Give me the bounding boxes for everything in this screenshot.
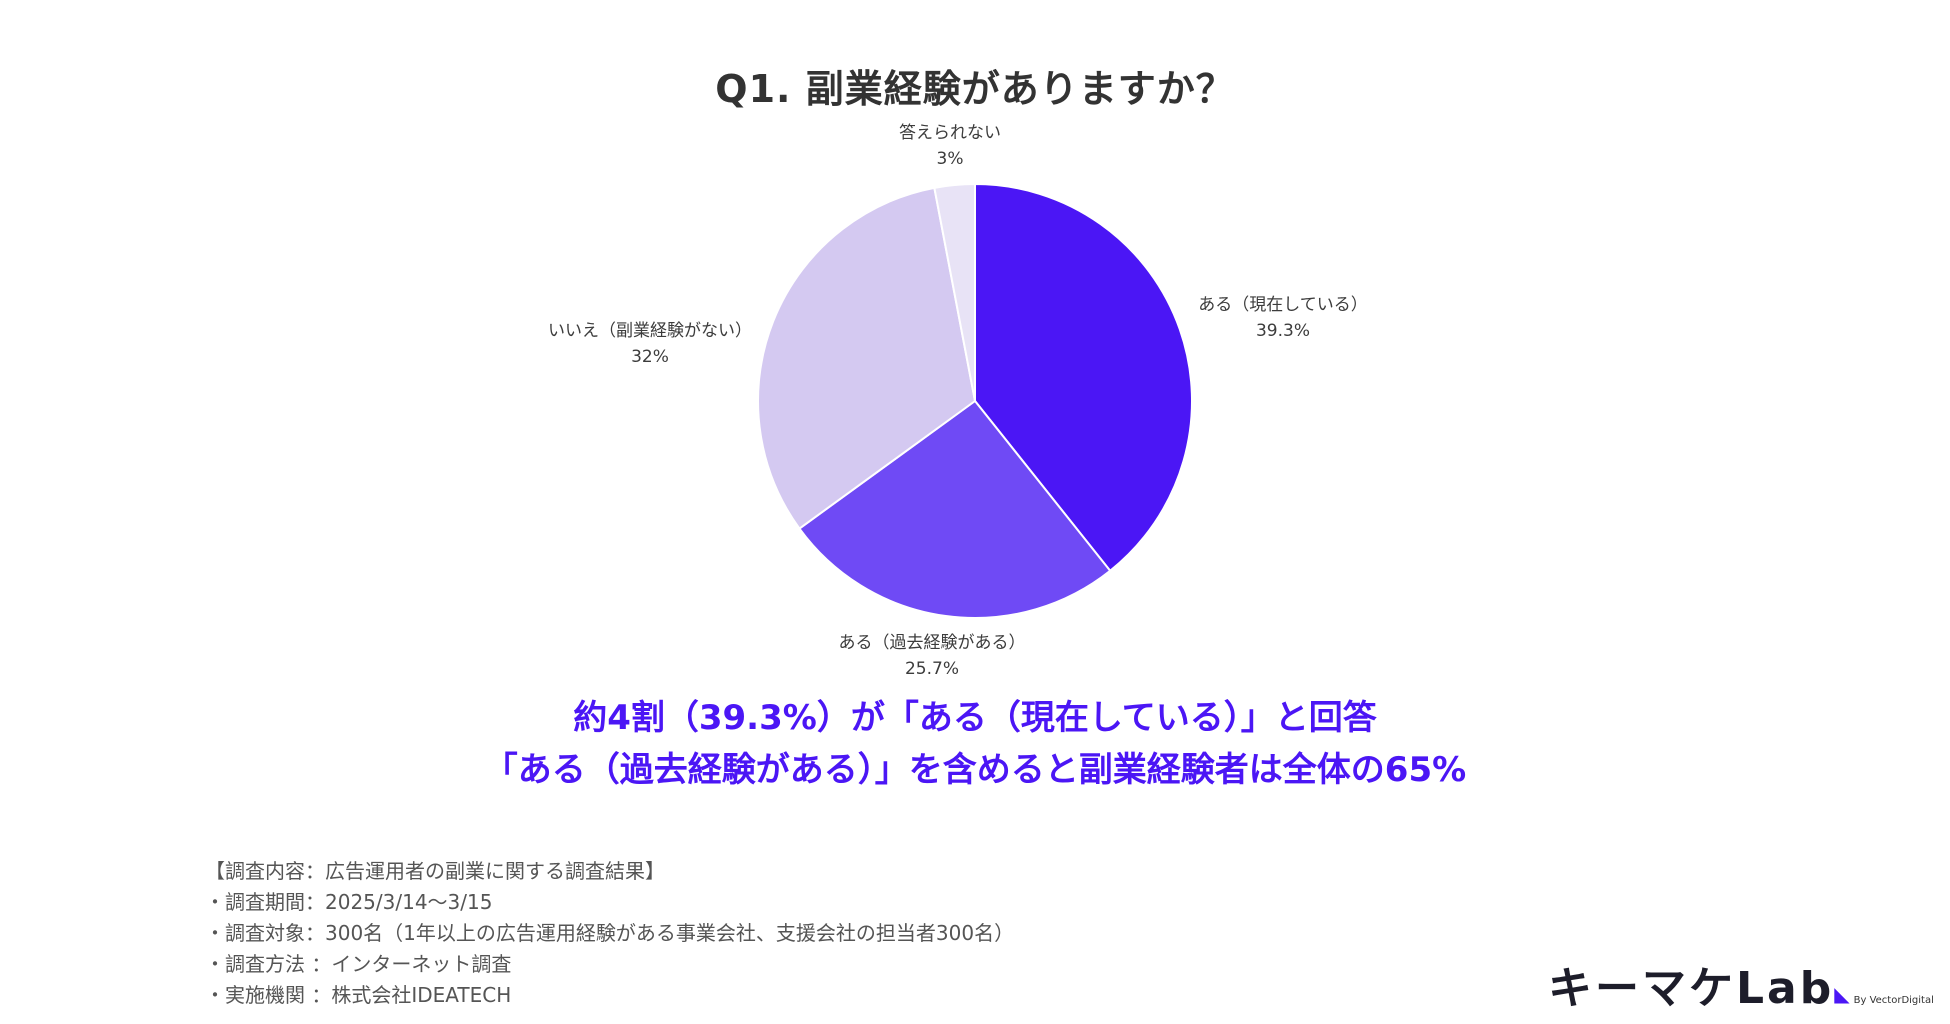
brand-logo: キーマケLab◣ By VectorDigital <box>1548 952 1934 1014</box>
headline-line2: 「ある（過去経験がある）」を含めると副業経験者は全体の65% <box>483 750 1467 790</box>
slice-label-none-value: 32% <box>631 347 669 367</box>
survey-info: 【調査内容：広告運用者の副業に関する調査結果】 ・調査期間：2025/3/14～… <box>205 856 1014 1011</box>
survey-period: ・調査期間：2025/3/14～3/15 <box>205 890 493 914</box>
slice-unknown <box>933 182 976 402</box>
slice-current <box>974 182 1193 573</box>
slice-label-none: いいえ（副業経験がない） 32% <box>548 318 752 370</box>
slice-label-none-name: いいえ（副業経験がない） <box>548 321 752 341</box>
slice-label-current-name: ある（現在している） <box>1198 295 1368 315</box>
slice-label-unknown-value: 3% <box>936 149 964 169</box>
survey-method: ・調査方法 ：インターネット調査 <box>205 952 512 976</box>
survey-org: ・実施機関 ：株式会社IDEATECH <box>205 983 512 1007</box>
slice-label-past: ある（過去経験がある） 25.7% <box>839 630 1026 682</box>
slice-past <box>798 399 1112 619</box>
slice-label-unknown-name: 答えられない <box>899 123 1001 143</box>
logo-text: キーマケLab <box>1548 963 1835 1014</box>
survey-title: 【調査内容：広告運用者の副業に関する調査結果】 <box>205 859 665 883</box>
logo-sub: By VectorDigital <box>1853 995 1934 1006</box>
chart-title: Q1. 副業経験がありますか？ <box>715 67 1235 111</box>
survey-target: ・調査対象：300名（1年以上の広告運用経験がある事業会社、支援会社の担当者30… <box>205 921 1015 945</box>
headline-line1: 約4割（39.3%）が「ある（現在している）」と回答 <box>573 698 1377 738</box>
slice-label-past-name: ある（過去経験がある） <box>838 633 1026 653</box>
slice-label-current: ある（現在している） 39.3% <box>1198 292 1368 344</box>
logo-dot-icon: ◣ <box>1834 982 1850 1006</box>
slice-none <box>757 186 977 530</box>
slice-label-past-value: 25.7% <box>904 659 959 679</box>
slice-label-unknown: 答えられない 3% <box>899 120 1001 172</box>
slice-label-current-value: 39.3% <box>1255 321 1310 341</box>
